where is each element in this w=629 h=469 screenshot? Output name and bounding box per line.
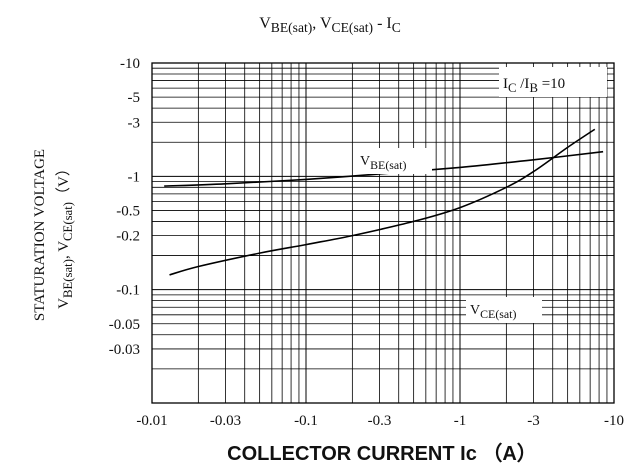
x-tick-label: -0.1 bbox=[294, 413, 318, 429]
y-tick-label: -1 bbox=[128, 169, 141, 185]
grid bbox=[152, 63, 614, 403]
x-tick-label: -0.01 bbox=[136, 413, 167, 429]
plot-frame bbox=[151, 62, 615, 404]
x-tick-label: -1 bbox=[454, 413, 467, 429]
y-tick-label: -0.05 bbox=[109, 317, 140, 333]
series-label-vbe: VBE(sat) bbox=[360, 154, 406, 172]
y-tick-label: -0.03 bbox=[109, 342, 140, 358]
x-tick-label: -3 bbox=[527, 413, 540, 429]
vce-label-box: VCE(sat) bbox=[466, 297, 542, 323]
y-axis-label-line2: VBE(sat), VCE(sat)（V） bbox=[55, 161, 75, 309]
vce-sat-curve bbox=[169, 128, 596, 276]
y-tick-label: -0.1 bbox=[116, 283, 140, 299]
y-axis-label-line1: STATURATION VOLTAGE bbox=[32, 149, 48, 321]
x-axis-tick-labels: -0.01 -0.03 -0.1 -0.3 -1 -3 -10 bbox=[136, 413, 624, 429]
x-tick-label: -10 bbox=[604, 413, 624, 429]
y-tick-label: -3 bbox=[128, 115, 141, 131]
y-tick-label: -10 bbox=[120, 56, 140, 72]
chart-title: VBE(sat), VCE(sat) - IC bbox=[259, 15, 401, 36]
x-tick-label: -0.3 bbox=[368, 413, 392, 429]
y-axis-tick-labels: -10 -5 -3 -1 -0.5 -0.2 -0.1 -0.05 -0.03 bbox=[109, 56, 140, 358]
x-axis-label: COLLECTOR CURRENT Ic （A） bbox=[227, 442, 537, 465]
x-tick-label: -0.03 bbox=[210, 413, 241, 429]
y-tick-label: -0.5 bbox=[116, 203, 140, 219]
condition-label: IC /IB =10 bbox=[503, 76, 565, 95]
y-tick-label: -5 bbox=[128, 90, 141, 106]
vbe-label-box: VBE(sat) bbox=[356, 148, 432, 174]
y-tick-label: -0.2 bbox=[116, 229, 140, 245]
condition-box: IC /IB =10 bbox=[499, 67, 607, 97]
series-label-vce: VCE(sat) bbox=[470, 303, 516, 321]
